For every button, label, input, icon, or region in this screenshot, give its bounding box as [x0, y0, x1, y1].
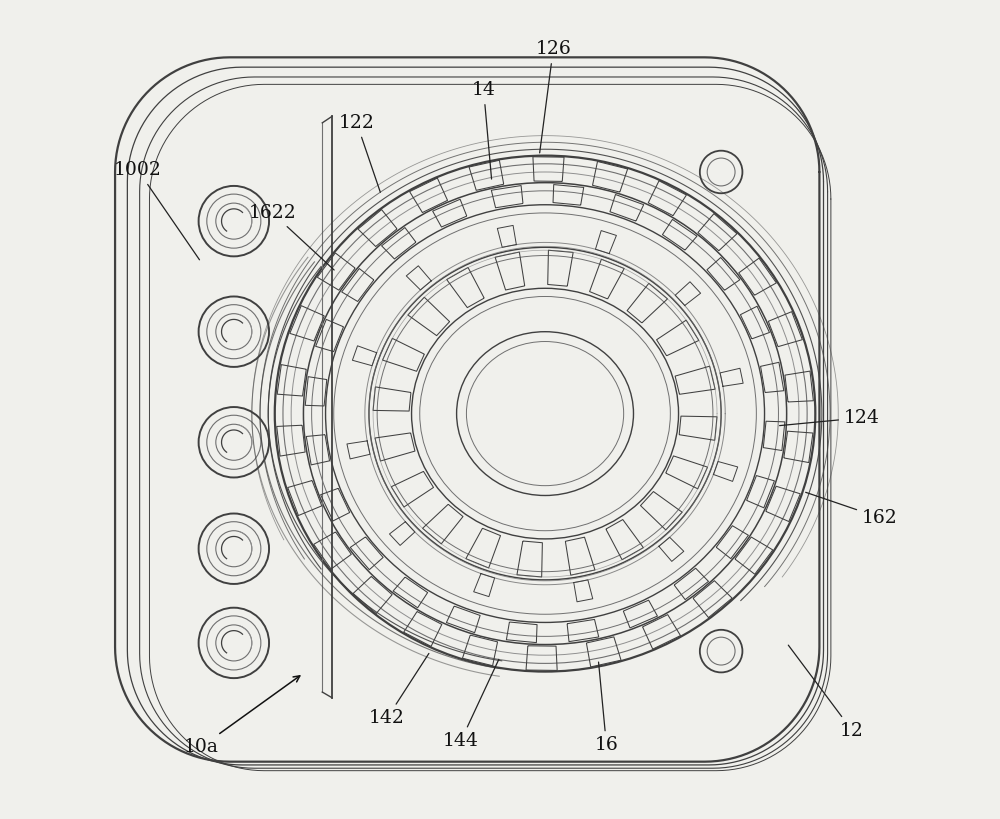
Text: 122: 122 — [339, 114, 380, 192]
Text: 162: 162 — [806, 492, 898, 527]
Text: 1002: 1002 — [114, 161, 199, 260]
Text: 144: 144 — [443, 659, 499, 750]
Text: 1622: 1622 — [248, 204, 334, 270]
Text: 16: 16 — [595, 662, 618, 754]
Text: 12: 12 — [788, 645, 864, 740]
Text: 10a: 10a — [184, 676, 300, 756]
Text: 124: 124 — [780, 409, 880, 427]
Text: 126: 126 — [535, 40, 571, 153]
Text: 142: 142 — [369, 654, 429, 727]
Text: 14: 14 — [472, 81, 496, 179]
